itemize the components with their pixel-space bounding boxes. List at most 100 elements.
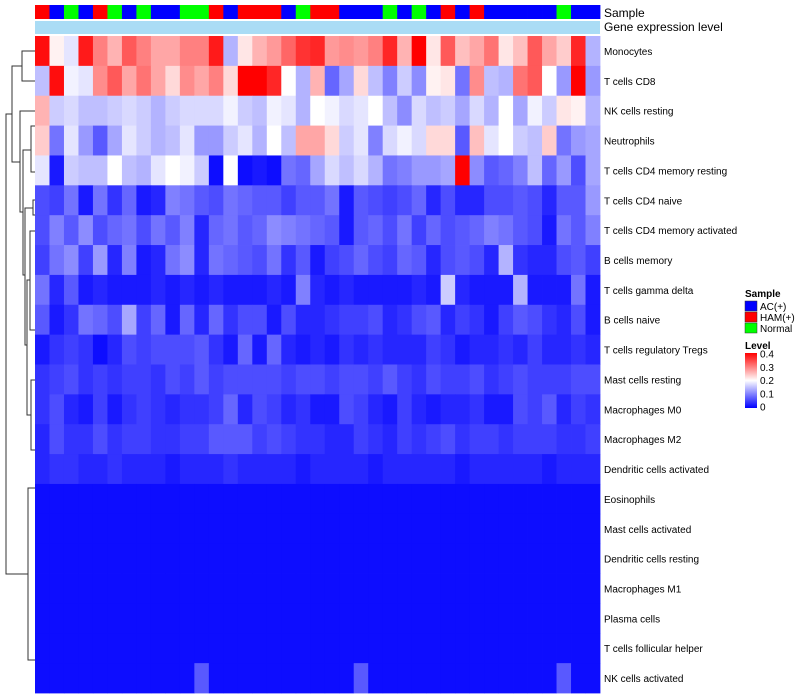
heatmap-cell	[513, 394, 528, 425]
heatmap-cell	[237, 334, 253, 365]
heatmap-cell	[92, 633, 108, 664]
heatmap-cell	[121, 125, 137, 156]
heatmap-cell	[513, 36, 528, 67]
legend-sample-title: Sample	[745, 289, 781, 300]
heatmap-cell	[310, 454, 326, 485]
heatmap-cell	[382, 454, 398, 485]
heatmap-cell	[527, 483, 543, 515]
row-label: B cells naive	[604, 316, 661, 327]
heatmap-cell	[411, 36, 427, 67]
heatmap-cell	[310, 304, 326, 336]
heatmap-cell	[63, 65, 79, 97]
heatmap-cell	[498, 334, 514, 365]
heatmap-cell	[556, 513, 572, 545]
heatmap-cell	[165, 65, 181, 97]
heatmap-cell	[324, 483, 340, 515]
heatmap-cell	[92, 215, 108, 246]
heatmap-cell	[237, 424, 253, 455]
heatmap-cell	[281, 304, 297, 336]
heatmap-cell	[469, 125, 485, 156]
heatmap-cell	[150, 245, 166, 276]
heatmap-cell	[252, 603, 268, 634]
heatmap-cell	[49, 603, 65, 634]
heatmap-cell	[542, 274, 557, 306]
heatmap-cell	[208, 663, 224, 694]
heatmap-cell	[78, 364, 94, 395]
heatmap-cell	[440, 364, 456, 395]
sample-annotation-cell	[208, 5, 224, 19]
heatmap-cell	[78, 185, 94, 216]
heatmap-cell	[542, 245, 557, 276]
heatmap-cell	[411, 304, 427, 336]
heatmap-cell	[455, 334, 471, 365]
heatmap-cell	[542, 633, 557, 664]
heatmap-cell	[484, 633, 499, 664]
heatmap-cell	[484, 36, 499, 67]
heatmap-cell	[223, 155, 239, 186]
heatmap-cell	[136, 125, 152, 156]
heatmap-cell	[484, 573, 499, 604]
heatmap-cell	[324, 125, 340, 156]
heatmap-cell	[295, 125, 311, 156]
heatmap-cell	[411, 543, 427, 574]
heatmap-cell	[397, 573, 413, 604]
row-label: T cells CD4 naive	[604, 196, 683, 207]
heatmap-cell	[150, 483, 166, 515]
heatmap-cell	[92, 603, 108, 634]
heatmap-cell	[194, 36, 210, 67]
sample-annotation-cell	[571, 5, 586, 19]
heatmap-cell	[426, 364, 442, 395]
heatmap-cell	[150, 304, 166, 336]
sample-annotation-cell	[252, 5, 268, 19]
heatmap-cell	[179, 125, 195, 156]
heatmap-cell	[397, 603, 413, 634]
heatmap-cell	[194, 663, 210, 694]
legend-entry-label: AC(+)	[760, 302, 786, 313]
heatmap-cell	[455, 215, 471, 246]
heatmap-cell	[295, 364, 311, 395]
heatmap-cell	[78, 155, 94, 186]
heatmap-cell	[92, 125, 108, 156]
heatmap-cell	[78, 573, 94, 604]
heatmap-cell	[150, 543, 166, 574]
sample-annotation-cell	[310, 5, 326, 19]
sample-annotation-cell	[484, 5, 499, 19]
heatmap-cell	[498, 65, 514, 97]
heatmap-cell	[136, 603, 152, 634]
heatmap-cell	[237, 185, 253, 216]
heatmap-cell	[208, 454, 224, 485]
heatmap-cell	[208, 543, 224, 574]
heatmap-cell	[426, 125, 442, 156]
heatmap-cell	[397, 36, 413, 67]
heatmap-cell	[78, 633, 94, 664]
heatmap-cell	[252, 633, 268, 664]
heatmap-cell	[107, 36, 123, 67]
heatmap-cell	[266, 633, 282, 664]
heatmap-cell	[136, 155, 152, 186]
heatmap-cell	[121, 394, 137, 425]
heatmap-cell	[585, 483, 601, 515]
row-label: B cells memory	[604, 256, 672, 267]
heatmap-cell	[324, 155, 340, 186]
heatmap-cell	[527, 573, 543, 604]
heatmap-cell	[353, 245, 369, 276]
heatmap-cell	[63, 36, 79, 67]
heatmap-cell	[150, 633, 166, 664]
heatmap-cell	[527, 125, 543, 156]
heatmap-cell	[571, 334, 586, 365]
heatmap-cell	[469, 424, 485, 455]
heatmap-cell	[556, 334, 572, 365]
heatmap-cell	[527, 36, 543, 67]
heatmap-cell	[136, 663, 152, 694]
row-label: Macrophages M0	[604, 405, 682, 416]
heatmap-cell	[35, 603, 50, 634]
heatmap-cell	[237, 663, 253, 694]
heatmap-cell	[339, 633, 355, 664]
heatmap-cell	[455, 394, 471, 425]
heatmap-cell	[252, 274, 268, 306]
sample-annotation-track	[35, 5, 601, 19]
heatmap-cell	[78, 334, 94, 365]
heatmap-cell	[35, 483, 50, 515]
heatmap-cell	[179, 364, 195, 395]
heatmap-cell	[150, 334, 166, 365]
